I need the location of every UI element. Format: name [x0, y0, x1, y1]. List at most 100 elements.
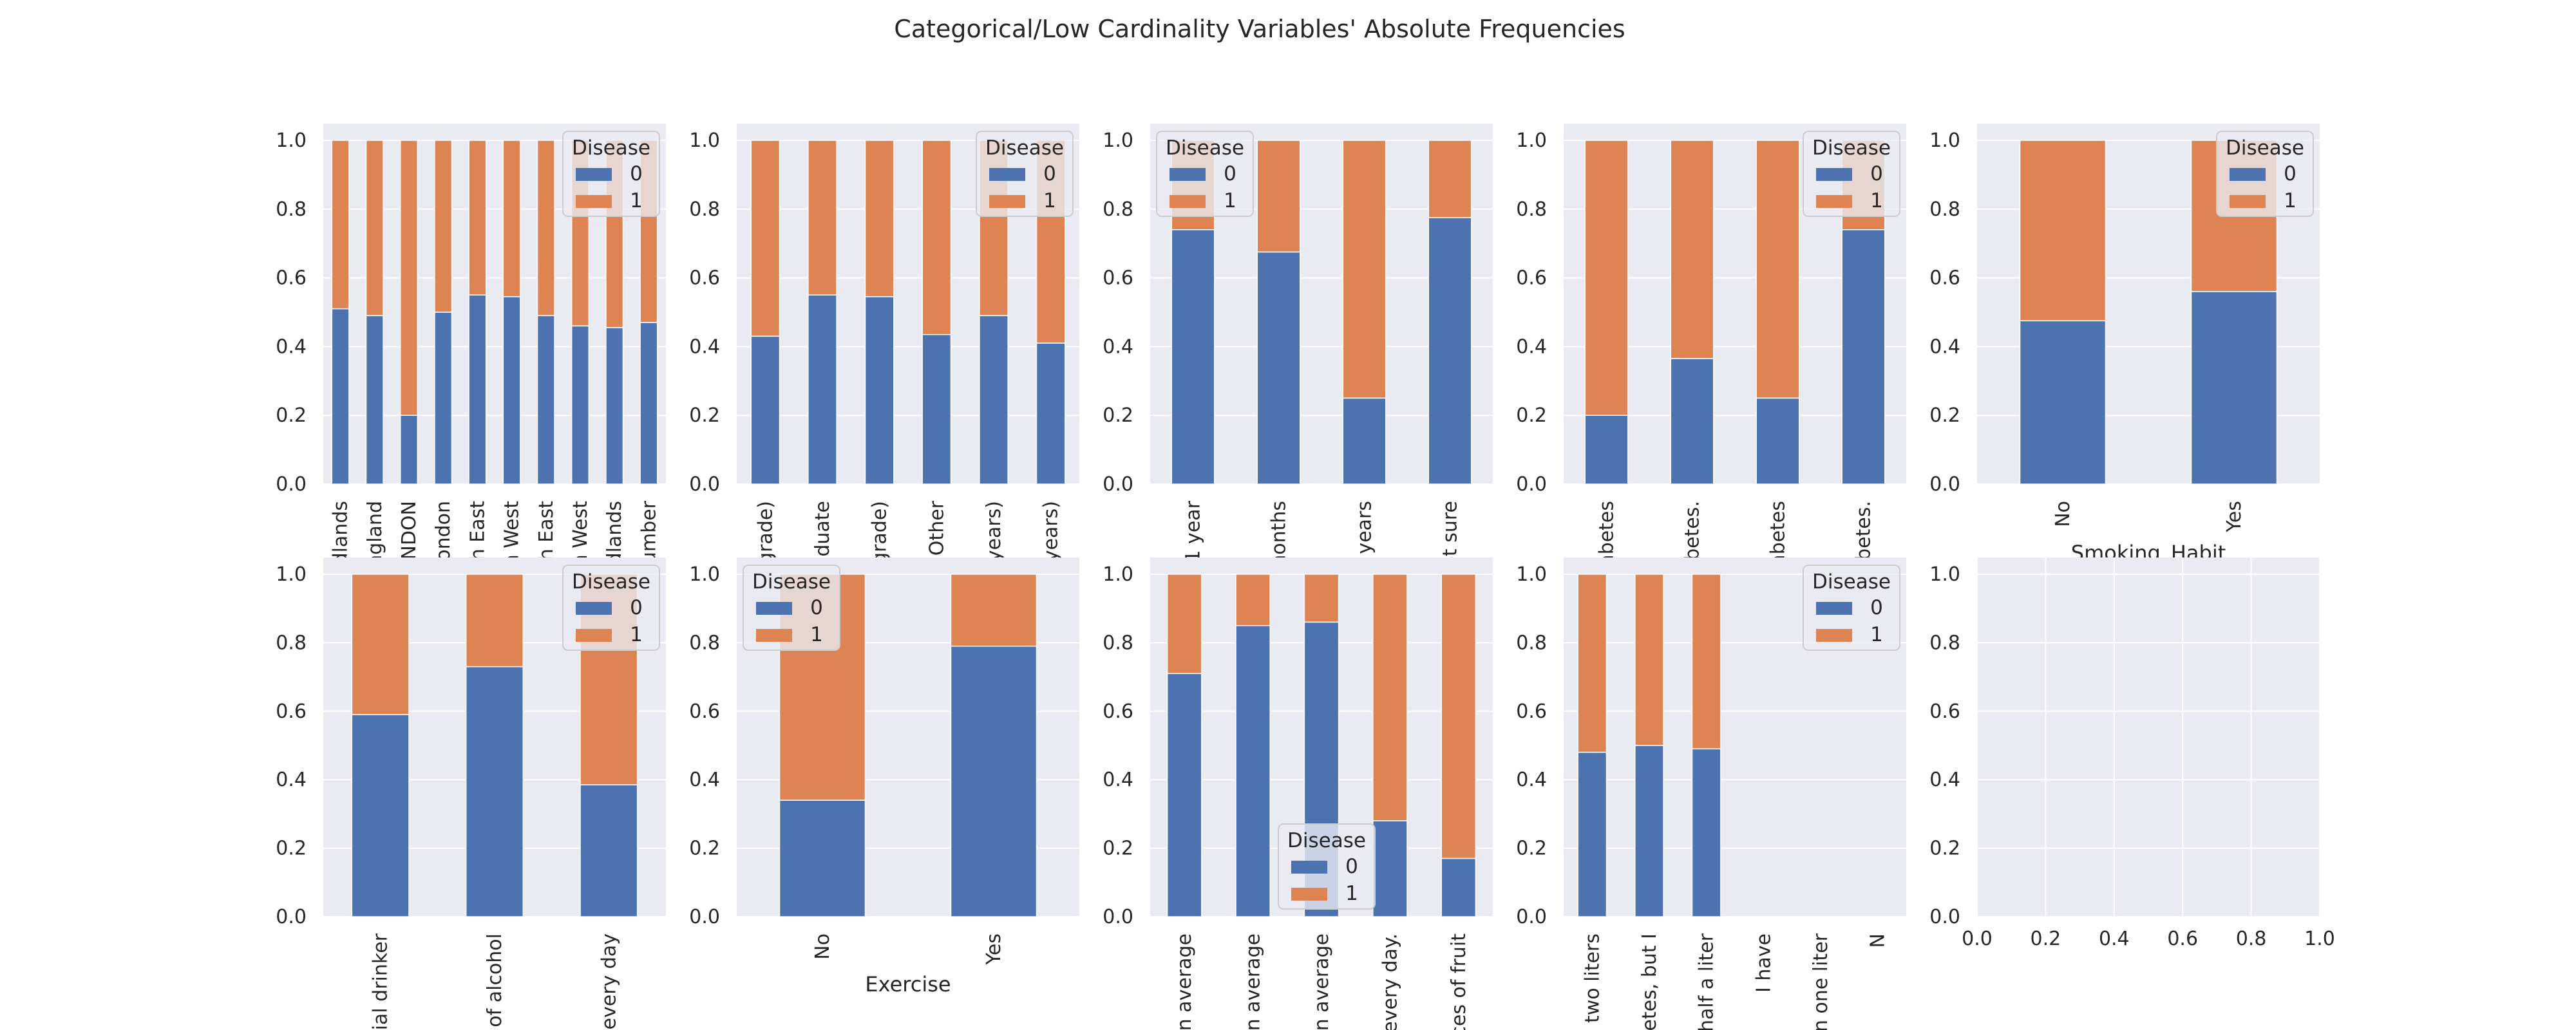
bar-series-0 — [468, 294, 487, 485]
x-tick-label: years — [1354, 501, 1376, 554]
y-tick-label: 0.6 — [689, 700, 720, 723]
subplot-6: 0.0 0.2 0.4 0.6 0.8 1.0 cial drinker e of alcoh… — [276, 557, 666, 1030]
bar-series-0 — [979, 315, 1009, 485]
subplot-2: 0.0 0.2 0.4 0.6 0.8 1.0 grade) aduate grade) Othe… — [689, 124, 1079, 568]
x-tick-label: n half a liter — [1696, 933, 1718, 1030]
x-tick-label: Yes — [983, 933, 1005, 965]
y-tick-label: 0.6 — [689, 267, 720, 290]
x-tick-label: Other — [925, 500, 948, 556]
bar-series-1 — [1372, 574, 1408, 821]
bar-series-0 — [1756, 397, 1800, 485]
bar-series-0 — [1441, 857, 1477, 917]
x-tick-label: umber — [638, 500, 660, 564]
legend-swatch-1 — [576, 195, 612, 208]
bar-series-0 — [922, 333, 952, 485]
legend-swatch-1 — [576, 629, 612, 642]
y-tick-label: 0.4 — [276, 769, 307, 791]
y-tick-label: 0.8 — [1516, 198, 1547, 221]
legend-label-1: 1 — [2284, 189, 2297, 212]
y-tick-label: 0.2 — [689, 838, 720, 860]
y-tick-label: 0.4 — [1929, 769, 1960, 791]
y-tick-label: 0.2 — [1516, 404, 1547, 427]
legend-swatch-0 — [989, 168, 1025, 181]
bar-series-0 — [1841, 229, 1886, 485]
bar-series-0 — [536, 315, 555, 485]
x-tick-label: nonths — [1268, 501, 1291, 567]
bar-series-0 — [2019, 320, 2107, 485]
bar-series-1 — [1634, 574, 1664, 746]
bar-series-0 — [1372, 820, 1408, 917]
y-tick-label: 1.0 — [1929, 129, 1960, 152]
legend-swatch-0 — [756, 602, 792, 615]
x-tick-label: abetes — [1596, 501, 1618, 566]
bar-series-1 — [465, 574, 524, 668]
bar-series-1 — [1235, 574, 1271, 626]
x-tick-label: years) — [983, 501, 1005, 561]
x-tick-label: dlands — [330, 501, 352, 565]
legend-label-0: 0 — [2284, 162, 2297, 185]
y-tick-label: 1.0 — [276, 129, 307, 152]
bar-series-0 — [605, 327, 624, 485]
x-tick-label: l every day — [598, 933, 620, 1030]
y-tick-label: 0.8 — [1929, 632, 1960, 654]
bar-series-0 — [351, 714, 410, 917]
x-tick-label: abetes — [1767, 501, 1790, 566]
legend-title: Disease — [1287, 829, 1366, 852]
x-tick-label: grade) — [754, 501, 777, 565]
x-tick-label: 0.2 — [2031, 928, 2061, 950]
legend-swatch-1 — [1816, 629, 1852, 642]
legend-swatch-1 — [989, 195, 1025, 208]
y-tick-label: 0.0 — [689, 473, 720, 496]
bar-series-0 — [331, 308, 350, 485]
y-tick-label: 0.0 — [1103, 906, 1133, 928]
y-tick-label: 0.2 — [1103, 404, 1133, 427]
x-tick-label: dlands — [603, 501, 626, 565]
y-tick-label: 0.4 — [689, 335, 720, 358]
y-tick-label: 1.0 — [1516, 129, 1547, 152]
y-tick-label: 0.2 — [1103, 838, 1133, 860]
y-tick-label: 0.6 — [276, 267, 307, 290]
legend-label-1: 1 — [1224, 189, 1236, 212]
legend-title: Disease — [572, 136, 650, 160]
x-tick-label: in average — [1242, 933, 1265, 1030]
x-tick-label: aduate — [811, 501, 834, 568]
bar-series-1 — [331, 140, 350, 310]
bar-series-0 — [434, 312, 453, 485]
bar-series-1 — [1303, 574, 1340, 623]
legend-title: Disease — [1166, 136, 1244, 160]
subplot-5: 0.00.20.40.60.81.0No YesSmoking_HabitDise… — [1929, 124, 2320, 565]
x-tick-label: an one liter — [1810, 933, 1832, 1030]
legend-label-0: 0 — [630, 596, 643, 619]
bar-series-1 — [1584, 140, 1629, 416]
bar-series-1 — [1428, 140, 1472, 218]
legend-label-0: 0 — [810, 596, 823, 619]
bar-series-1 — [1441, 574, 1477, 859]
bar-series-0 — [750, 335, 781, 485]
x-tick-label: 0.6 — [2167, 928, 2198, 950]
legend-title: Disease — [2226, 136, 2304, 160]
legend-title: Disease — [985, 136, 1064, 160]
bar-series-0 — [1171, 229, 1215, 485]
legend-label-0: 0 — [1224, 162, 1236, 185]
y-tick-label: 0.8 — [1929, 198, 1960, 221]
x-tick-label: h East — [466, 501, 489, 561]
bar-series-1 — [434, 140, 453, 313]
y-tick-label: 0.4 — [1516, 335, 1547, 358]
y-tick-label: 0.6 — [1103, 700, 1133, 723]
legend-label-1: 1 — [1345, 882, 1358, 905]
y-tick-label: 0.0 — [1929, 906, 1960, 928]
bar-series-0 — [1577, 751, 1607, 917]
bar-series-0 — [1342, 397, 1387, 485]
x-tick-label: grade) — [869, 501, 891, 565]
x-tick-label: 0.4 — [2099, 928, 2130, 950]
y-tick-label: 0.0 — [1516, 473, 1547, 496]
y-tick-label: 0.0 — [276, 906, 307, 928]
